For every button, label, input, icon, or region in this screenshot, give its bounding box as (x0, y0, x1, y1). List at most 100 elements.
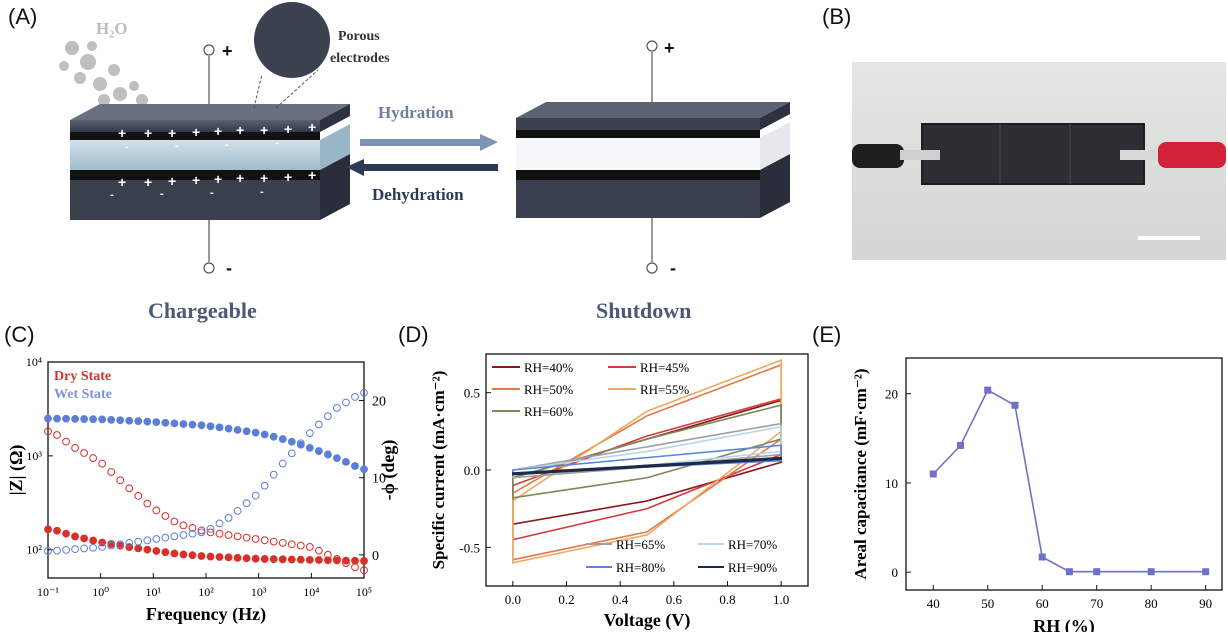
y-tick-label: 0.0 (464, 463, 480, 478)
data-point (116, 540, 125, 549)
data-point (89, 454, 98, 462)
shutdown-caption: Shutdown (596, 298, 691, 323)
data-point (206, 422, 215, 431)
data-point (152, 506, 161, 515)
data-point (323, 412, 332, 421)
data-point (1065, 568, 1073, 576)
svg-text:+: + (236, 170, 244, 186)
data-point (179, 531, 188, 539)
legend-label: RH=50% (524, 382, 573, 397)
svg-text:-: - (210, 187, 214, 199)
x-axis-label: Voltage (V) (604, 610, 691, 631)
data-point (287, 437, 296, 446)
data-point (323, 450, 332, 459)
data-point (314, 420, 323, 429)
data-point (287, 540, 296, 549)
data-point (197, 526, 206, 535)
data-point (1038, 553, 1046, 561)
data-point (305, 429, 314, 438)
svg-text:+: + (308, 119, 316, 135)
water-vapor-icon (59, 41, 148, 106)
data-point (1202, 568, 1210, 576)
legend-label: RH=45% (640, 360, 689, 375)
svg-text:+: + (260, 122, 268, 138)
data-point (44, 547, 52, 555)
data-point (278, 539, 287, 547)
red-clip-icon (1158, 142, 1226, 168)
hydration-label: Hydration (378, 103, 454, 122)
data-point (53, 431, 61, 439)
y-axis-label: Areal capacitance (mF·cm⁻²) (851, 368, 870, 579)
x-tick-label: 10⁻¹ (37, 585, 59, 599)
data-point (233, 532, 242, 541)
x-tick-label: 0.0 (505, 592, 521, 607)
minus-label: - (670, 258, 676, 278)
data-point (125, 484, 134, 493)
data-point (80, 415, 89, 423)
data-point (215, 553, 224, 561)
porous-label: Porous (338, 29, 380, 44)
y-tick-label: 0 (892, 565, 899, 580)
svg-text:+: + (192, 172, 200, 188)
black-clip-icon (852, 144, 904, 168)
data-point (224, 513, 233, 522)
data-point (80, 544, 89, 553)
data-point (251, 535, 260, 543)
y2-axis-label: -ϕ (deg) (378, 440, 399, 501)
data-point (351, 393, 359, 401)
data-point (956, 441, 964, 449)
svg-text:-: - (175, 140, 179, 152)
vapor-label: H₂O (96, 19, 128, 38)
svg-text:+: + (214, 171, 222, 187)
data-point (125, 416, 134, 425)
svg-text:+: + (118, 174, 126, 190)
dehydration-arrow-icon (346, 159, 498, 176)
porous-electrode-zoom-icon (254, 2, 330, 78)
svg-text:+: + (260, 170, 268, 186)
data-point (360, 465, 368, 474)
x-tick-label: 10⁵ (356, 585, 372, 599)
data-point (305, 543, 314, 551)
data-point (260, 555, 269, 563)
svg-text:-: - (275, 137, 279, 149)
svg-text:+: + (236, 122, 244, 138)
data-point (134, 544, 143, 553)
data-point (224, 531, 233, 539)
device-photo (852, 62, 1226, 260)
svg-text:+: + (284, 121, 292, 137)
data-point (62, 529, 70, 538)
data-point (179, 420, 188, 428)
x-tick-label: 40 (927, 596, 940, 611)
data-point (71, 415, 79, 423)
data-point (44, 427, 52, 436)
x-tick-label: 0.2 (558, 592, 574, 607)
x-tick-label: 90 (1199, 596, 1212, 611)
shutdown-device (516, 102, 790, 218)
svg-text:+: + (144, 174, 152, 190)
data-point (323, 550, 332, 559)
data-point (143, 499, 152, 508)
data-point (62, 545, 70, 554)
data-point (206, 528, 215, 537)
data-point (125, 543, 134, 551)
y-tick-label: -0.5 (459, 540, 480, 555)
data-point (170, 419, 179, 428)
data-point (242, 554, 251, 563)
svg-text:+: + (308, 167, 316, 183)
svg-text:+: + (144, 125, 152, 141)
data-point (170, 532, 179, 541)
data-point (287, 449, 296, 458)
data-point (143, 536, 152, 545)
data-point (305, 443, 314, 452)
data-point (929, 470, 937, 478)
data-point (360, 388, 368, 397)
x-tick-label: 70 (1090, 596, 1103, 611)
data-point (984, 386, 992, 394)
data-point (233, 553, 242, 562)
panel-label-c: (C) (4, 322, 35, 347)
data-point (170, 549, 179, 558)
data-point (242, 533, 251, 542)
hydration-arrow-icon (360, 134, 498, 151)
data-point (80, 534, 89, 543)
plus-label: + (664, 38, 675, 58)
